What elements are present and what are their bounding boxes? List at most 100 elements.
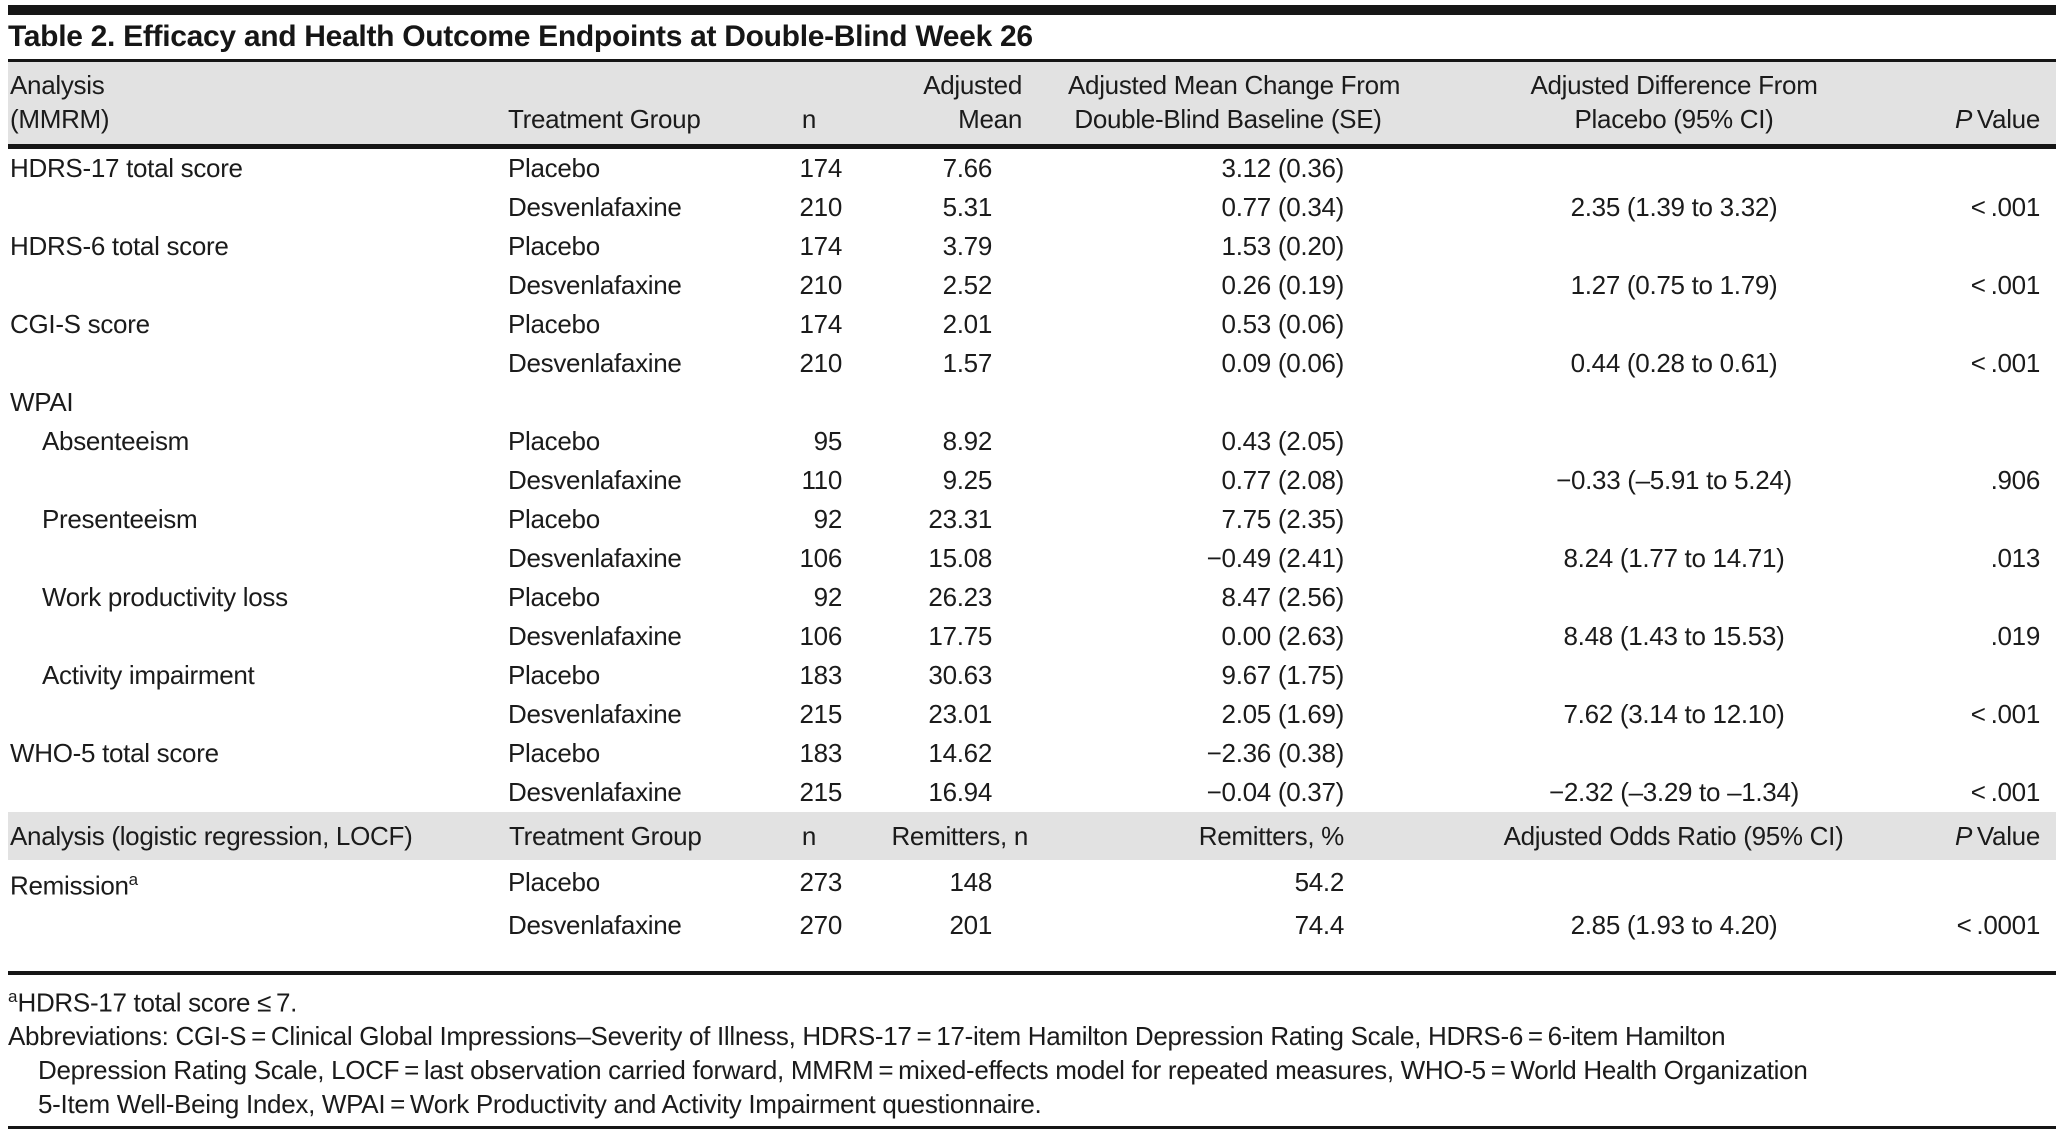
cell-treatment-group: Placebo — [508, 153, 600, 183]
cell-p-value — [1870, 860, 2056, 906]
cell-analysis — [8, 539, 508, 578]
body-mmrm: HDRS-17 total score Placebo 174 7.66 3.12 (0… — [8, 147, 2056, 813]
table-row: Activity impairment Placebo 183 30.63 9.67 (… — [8, 656, 2056, 695]
cell-treatment-group: Desvenlafaxine — [508, 270, 682, 300]
cell-treatment-group: Placebo — [508, 504, 600, 534]
cell-p-value: .906 — [1990, 465, 2041, 495]
cell-mean-change: 7.75 (2.35) — [1221, 504, 1345, 534]
cell-p-value: .019 — [1990, 621, 2041, 651]
cell-mean-change: 0.00 (2.63) — [1221, 621, 1345, 651]
cell-n: 95 — [813, 426, 843, 456]
cell-analysis — [8, 266, 508, 305]
cell-difference: 7.62 (3.14 to 12.10) — [1563, 699, 1785, 729]
cell-analysis — [8, 461, 508, 500]
cell-adjusted-mean: 7.66 — [942, 153, 993, 183]
cell-analysis — [8, 906, 508, 973]
cell-analysis: Absenteeism — [42, 426, 189, 456]
cell-analysis: Activity impairment — [42, 660, 255, 690]
cell-treatment-group: Desvenlafaxine — [508, 621, 682, 651]
abbreviation-line: Depression Rating Scale, LOCF = last obs… — [38, 1055, 1808, 1086]
cell-treatment-group: Placebo — [508, 231, 600, 261]
header-row-logistic: Analysis (logistic regression, LOCF) Tre… — [8, 812, 2056, 860]
cell-difference: 1.27 (0.75 to 1.79) — [1570, 270, 1778, 300]
cell-mean-change: 8.47 (2.56) — [1221, 582, 1345, 612]
cell-treatment-group: Placebo — [508, 660, 600, 690]
cell-difference: 2.85 (1.93 to 4.20) — [1570, 909, 1778, 940]
header-remitters-n: Remitters, n — [842, 812, 1028, 860]
cell-analysis: Presenteeism — [42, 504, 198, 534]
cell-analysis: CGI-S score — [10, 309, 150, 339]
cell-difference — [1388, 227, 1870, 266]
results-table: Analysis (MMRM) Treatment Group n Adjust… — [8, 62, 2056, 975]
cell-analysis — [8, 695, 508, 734]
cell-n: 273 — [799, 867, 843, 898]
header-mean-change: Adjusted Mean Change From Double-Blind B… — [1028, 62, 1400, 149]
cell-p-value: < .001 — [1970, 348, 2041, 378]
table-row: Desvenlafaxine 215 16.94 −0.04 (0.37) −2.32 … — [8, 773, 2056, 812]
cell-difference — [1388, 656, 1870, 695]
cell-adjusted-mean: 1.57 — [942, 348, 993, 378]
cell-mean-change: 1.53 (0.20) — [1221, 231, 1345, 261]
header-adjusted-mean: Adjusted Mean — [842, 62, 1028, 149]
cell-mean-change: 0.77 (2.08) — [1221, 465, 1345, 495]
body-logistic: Remissiona Placebo 273 148 54.2 Desvenlafaxin… — [8, 860, 2056, 973]
cell-mean-change: 0.77 (0.34) — [1221, 192, 1345, 222]
cell-mean-change: 9.67 (1.75) — [1221, 660, 1345, 690]
cell-p-value — [1870, 500, 2056, 539]
cell-difference — [1388, 860, 1870, 906]
cell-adjusted-mean: 26.23 — [928, 582, 992, 612]
cell-difference — [1388, 383, 1870, 422]
footnote-a: aHDRS-17 total score ≤ 7. — [8, 980, 2056, 1020]
header-analysis-line1: Analysis — [10, 70, 105, 100]
cell-p-value — [1870, 734, 2056, 773]
cell-difference — [1388, 422, 1870, 461]
cell-n: 174 — [799, 153, 843, 183]
abbreviation-line: 5-Item Well-Being Index, WPAI = Work Pro… — [38, 1089, 1042, 1120]
cell-p-value — [1870, 305, 2056, 344]
cell-mean-change: −0.49 (2.41) — [1206, 543, 1345, 573]
header-odds-ratio: Adjusted Odds Ratio (95% CI) — [1388, 812, 1870, 860]
cell-difference: 8.24 (1.77 to 14.71) — [1563, 543, 1785, 573]
cell-n: 106 — [799, 621, 843, 651]
table-row: WPAI — [8, 383, 2056, 422]
header-analysis-line2: (MMRM) — [10, 104, 110, 134]
cell-adjusted-mean: 14.62 — [928, 738, 992, 768]
cell-treatment-group: Desvenlafaxine — [508, 699, 682, 729]
cell-analysis — [8, 188, 508, 227]
cell-mean-change: 0.43 (2.05) — [1221, 426, 1345, 456]
cell-adjusted-mean: 23.01 — [928, 699, 992, 729]
cell-n: 174 — [799, 231, 843, 261]
abbreviation-line: Abbreviations: CGI-S = Clinical Global I… — [8, 1021, 1726, 1052]
cell-adjusted-mean: 15.08 — [928, 543, 992, 573]
cell-adjusted-mean: 201 — [949, 909, 993, 940]
cell-treatment-group: Placebo — [508, 426, 600, 456]
table-row: Desvenlafaxine 210 2.52 0.26 (0.19) 1.27 (0.… — [8, 266, 2056, 305]
cell-treatment-group: Placebo — [508, 738, 600, 768]
cell-treatment-group: Desvenlafaxine — [508, 465, 682, 495]
table-row: Desvenlafaxine 106 17.75 0.00 (2.63) 8.48 (1… — [8, 617, 2056, 656]
abbreviations: Abbreviations: CGI-S = Clinical Global I… — [8, 1019, 2056, 1121]
cell-n: 183 — [799, 738, 843, 768]
cell-analysis — [8, 773, 508, 812]
cell-difference — [1388, 500, 1870, 539]
cell-p-value: .013 — [1990, 543, 2041, 573]
table-row: Absenteeism Placebo 95 8.92 0.43 (2.05) — [8, 422, 2056, 461]
cell-difference — [1388, 734, 1870, 773]
cell-adjusted-mean: 30.63 — [928, 660, 992, 690]
footnote-a-marker: a — [8, 986, 18, 1006]
cell-analysis: HDRS-6 total score — [10, 231, 229, 261]
cell-n: 210 — [799, 348, 843, 378]
cell-mean-change: 0.09 (0.06) — [1221, 348, 1345, 378]
cell-difference: 8.48 (1.43 to 15.53) — [1563, 621, 1785, 651]
cell-p-value: < .001 — [1970, 192, 2041, 222]
header-p-value-2: P Value — [1870, 812, 2056, 860]
cell-p-value: < .001 — [1970, 777, 2041, 807]
cell-p-value: < .0001 — [1956, 909, 2041, 940]
table-row: HDRS-17 total score Placebo 174 7.66 3.12 (0… — [8, 147, 2056, 189]
cell-mean-change: −0.04 (0.37) — [1206, 777, 1345, 807]
cell-analysis: WHO-5 total score — [10, 738, 219, 768]
cell-difference — [1388, 305, 1870, 344]
header-mmrm: Analysis (MMRM) Treatment Group n Adjust… — [8, 62, 2056, 149]
table-row: Remissiona Placebo 273 148 54.2 — [8, 860, 2056, 906]
cell-p-value — [1870, 422, 2056, 461]
